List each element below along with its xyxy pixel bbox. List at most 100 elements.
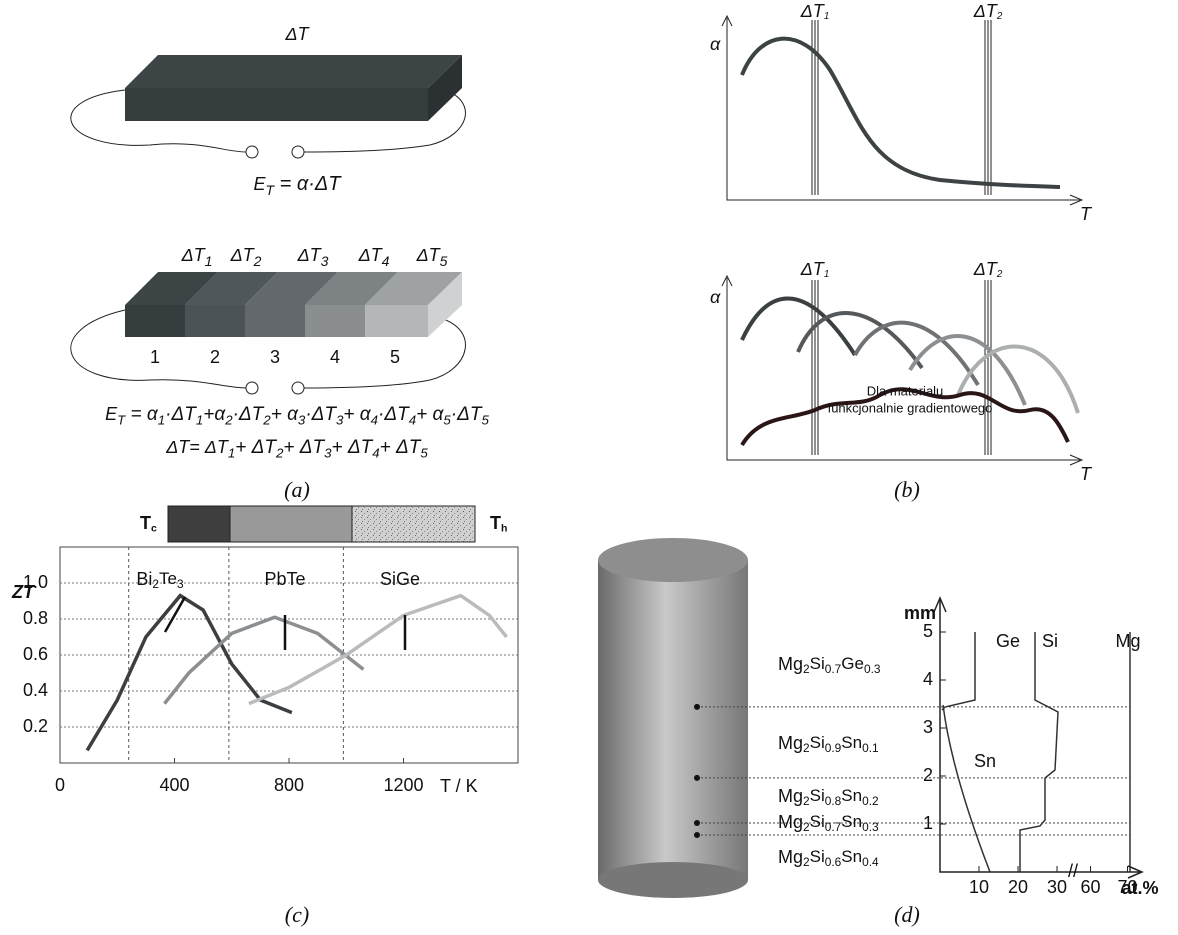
- segment-number: 3: [270, 347, 280, 367]
- x-tick-label: 0: [55, 775, 65, 795]
- cold-side-label: Tc: [140, 513, 157, 535]
- text-part: + ΔT: [380, 437, 422, 458]
- text-part: ΔT: [297, 245, 323, 265]
- subscript: 1: [824, 269, 829, 280]
- x-tick-label: 30: [1047, 877, 1067, 897]
- subscript: 5: [420, 445, 428, 460]
- y-tick-label: 4: [923, 669, 933, 689]
- composition-profiles: [942, 632, 1130, 872]
- formula: ΔT= ΔT1+ ΔT2+ ΔT3+ ΔT4+ ΔT5: [165, 437, 428, 460]
- gradient-thermoelement: [71, 272, 466, 394]
- text-part: + α: [343, 404, 371, 425]
- text-part: PbTe: [264, 569, 305, 589]
- element-label: Si: [1042, 631, 1058, 651]
- interface-dot: [694, 704, 700, 710]
- interface-dot: [694, 775, 700, 781]
- element-label: Ge: [996, 631, 1020, 651]
- text-part: Sn: [841, 812, 862, 831]
- interface-dot: [694, 832, 700, 838]
- subscript: 3: [177, 577, 184, 591]
- x-axis-label: T: [1080, 464, 1093, 484]
- layer-label: Mg2Si0.9Sn0.1: [778, 733, 879, 755]
- text-part: Si: [810, 786, 825, 805]
- text-part: Mg: [778, 847, 803, 867]
- text-part: ΔT: [358, 245, 384, 265]
- text-part: + α: [416, 404, 444, 425]
- subscript: 1: [228, 445, 235, 460]
- text-part: = α·ΔT: [274, 173, 342, 195]
- text-part: Si: [810, 847, 825, 866]
- x-tick-label: 10: [969, 877, 989, 897]
- subscript: 1: [824, 11, 829, 22]
- text-part: T: [490, 513, 501, 533]
- text-part: SiGe: [380, 569, 420, 589]
- segment-label: ΔT2: [230, 245, 262, 269]
- text-part: + α: [271, 404, 299, 425]
- y-axis-label: α: [710, 287, 721, 307]
- x-tick-label: 60: [1080, 877, 1100, 897]
- formula: ET = α·ΔT: [253, 173, 342, 197]
- x-tick-label: 800: [274, 775, 304, 795]
- subscript: 0.7: [825, 662, 842, 676]
- text-part: = α: [125, 404, 159, 425]
- marker-label: ΔT2: [973, 259, 1003, 280]
- caption: (c): [285, 902, 309, 927]
- segment-number: 5: [390, 347, 400, 367]
- text-part: ·ΔT: [378, 404, 410, 425]
- text-part: + ΔT: [235, 437, 277, 458]
- subscript: 4: [372, 445, 379, 460]
- y-tick-label: 0.8: [23, 608, 48, 628]
- segment-number: 2: [210, 347, 220, 367]
- text-part: ·ΔT: [451, 404, 483, 425]
- subscript: 0.1: [862, 741, 879, 755]
- segment-number: 1: [150, 347, 160, 367]
- annotation: Dla materialu: [867, 383, 944, 398]
- segment-label: ΔT3: [297, 245, 329, 269]
- subscript: 5: [440, 253, 448, 269]
- y-axis-label: ZT: [11, 582, 36, 602]
- caption: (a): [284, 477, 310, 502]
- layer-label: Mg2Si0.8Sn0.2: [778, 786, 879, 808]
- y-unit: mm: [904, 603, 936, 623]
- subscript: 2: [996, 269, 1003, 280]
- text-part: ·ΔT: [305, 404, 337, 425]
- y-tick-label: 0.2: [23, 716, 48, 736]
- x-axis-label: T / K: [440, 776, 478, 796]
- x-tick-label: 400: [159, 775, 189, 795]
- legend-label: SiGe: [380, 569, 420, 589]
- x-axis-label: T: [1080, 204, 1093, 224]
- annotation: funkcjonalnie gradientowego: [828, 400, 993, 415]
- text-part: Ge: [841, 654, 864, 673]
- text-part: Si: [810, 733, 825, 752]
- text-part: Mg: [778, 733, 803, 753]
- subscript: 3: [321, 253, 329, 269]
- subscript: 2: [253, 253, 262, 269]
- text-part: ΔT: [181, 245, 207, 265]
- text-part: Si: [810, 812, 825, 831]
- y-tick-label: 0.6: [23, 644, 48, 664]
- subscript: 0.9: [825, 741, 842, 755]
- marker-label: ΔT2: [973, 1, 1003, 22]
- subscript: 4: [382, 253, 390, 269]
- subscript: 0.7: [825, 820, 842, 834]
- caption: (d): [894, 902, 920, 927]
- subscript: 0.3: [864, 662, 881, 676]
- figure: ΔTET = α·ΔTΔT1ΔT2ΔT3ΔT4ΔT512345ET = α1·Δ…: [0, 0, 1178, 935]
- material-bar: [168, 506, 230, 542]
- subscript: c: [151, 522, 157, 534]
- subscript: 0.2: [862, 794, 879, 808]
- axis: [940, 600, 1140, 872]
- text-part: ΔT: [800, 259, 826, 279]
- material-bar: [352, 506, 475, 542]
- text-part: ΔT: [230, 245, 256, 265]
- text-part: ·ΔT: [165, 404, 197, 425]
- text-part: ΔT= ΔT: [165, 437, 230, 457]
- y-tick-label: 5: [923, 621, 933, 641]
- text-part: ΔT: [416, 245, 442, 265]
- text-part: + ΔT: [283, 437, 325, 458]
- element-label: Sn: [974, 751, 996, 771]
- text-part: ·ΔT: [233, 404, 265, 425]
- element-label: Mg: [1115, 631, 1140, 651]
- subscript: 0.6: [825, 855, 842, 869]
- subscript: 4: [409, 412, 416, 427]
